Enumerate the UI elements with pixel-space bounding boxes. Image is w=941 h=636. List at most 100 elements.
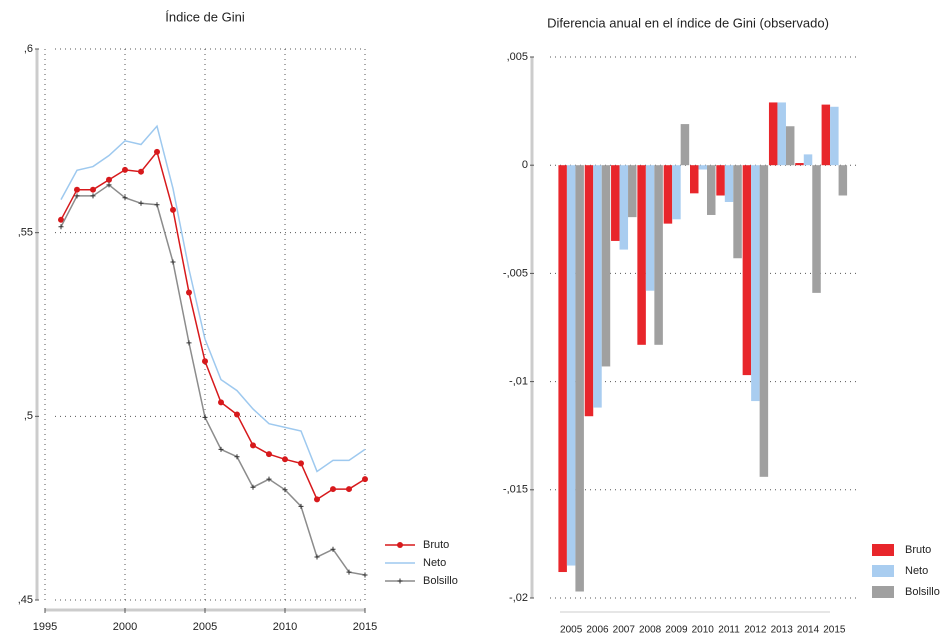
line: [60, 183, 366, 576]
x-tick-label: 2010: [273, 621, 297, 633]
legend-swatch: [872, 586, 894, 598]
y-tick-label: ,005: [507, 51, 528, 63]
y-tick-label: -,02: [509, 592, 528, 604]
marker: [202, 414, 208, 420]
marker: [298, 460, 304, 467]
y-tick-label: ,45: [18, 594, 33, 606]
x-tick-label: 2011: [718, 625, 740, 636]
marker: [58, 216, 64, 223]
legend-label: Bolsillo: [423, 575, 458, 587]
marker: [362, 572, 368, 578]
bar: [654, 165, 663, 345]
marker: [138, 168, 144, 175]
bar: [795, 163, 804, 166]
bar: [830, 106, 839, 166]
bar: [742, 165, 752, 376]
marker: [234, 411, 240, 418]
marker: [154, 202, 160, 208]
bar: [619, 165, 629, 250]
x-tick-label: 2012: [744, 625, 767, 636]
bar: [768, 102, 778, 166]
marker: [218, 399, 224, 406]
legend-swatch: [872, 544, 894, 556]
y-tick-label: ,55: [18, 227, 33, 239]
marker: [170, 206, 176, 213]
x-tick-label: 2000: [113, 621, 137, 633]
marker: [154, 148, 160, 155]
x-tick-label: 2009: [665, 625, 688, 636]
bar: [672, 165, 681, 220]
marker: [266, 476, 272, 482]
y-tick-label: 0: [522, 159, 528, 171]
legend-label: Neto: [423, 557, 446, 569]
bar: [601, 165, 611, 367]
chart-title: Diferencia anual en el índice de Gini (o…: [547, 15, 829, 30]
marker: [250, 442, 256, 449]
marker: [170, 259, 176, 265]
marker: [106, 176, 112, 183]
bar: [785, 126, 795, 166]
marker: [250, 484, 256, 490]
bar: [777, 102, 786, 166]
bar: [593, 165, 602, 408]
marker: [346, 486, 352, 493]
bar: [663, 165, 673, 224]
legend-marker: [397, 578, 403, 584]
x-tick-label: 2015: [353, 621, 377, 633]
bar: [803, 154, 813, 166]
line: [60, 124, 366, 473]
x-tick-label: 2005: [560, 625, 583, 636]
bar: [821, 104, 831, 166]
x-tick-label: 2006: [586, 625, 609, 636]
bar: [584, 165, 594, 417]
marker: [122, 195, 128, 201]
bar: [575, 165, 584, 592]
x-tick-label: 2013: [771, 625, 794, 636]
bar: [566, 165, 576, 566]
bar: [558, 165, 567, 573]
legend-label: Bruto: [905, 544, 931, 556]
marker: [74, 193, 80, 199]
x-tick-label: 2008: [639, 625, 662, 636]
bar: [751, 165, 760, 402]
bar: [637, 165, 646, 345]
marker: [74, 186, 80, 193]
y-tick-label: -,005: [503, 267, 528, 279]
marker: [90, 186, 96, 193]
y-tick-label: ,5: [24, 410, 33, 422]
marker: [218, 446, 224, 452]
marker: [330, 486, 336, 493]
marker: [186, 340, 192, 346]
y-tick-label: -,015: [503, 484, 528, 496]
bar: [628, 165, 637, 218]
x-tick-label: 2010: [692, 625, 715, 636]
chart-title: Índice de Gini: [165, 9, 245, 24]
bar: [759, 165, 769, 477]
marker: [282, 487, 288, 493]
x-tick-label: 1995: [33, 621, 57, 633]
marker: [138, 200, 144, 206]
marker: [202, 358, 208, 365]
x-tick-label: 2007: [613, 625, 636, 636]
marker: [346, 569, 352, 575]
legend-label: Neto: [905, 565, 928, 577]
legend-label: Bruto: [423, 539, 449, 551]
marker: [106, 182, 112, 188]
marker: [186, 289, 192, 296]
marker: [314, 496, 320, 503]
marker: [90, 193, 96, 199]
bar: [716, 165, 725, 196]
marker: [58, 224, 64, 230]
marker: [362, 476, 368, 483]
legend-label: Bolsillo: [905, 586, 940, 598]
marker: [234, 454, 240, 460]
x-tick-label: 2014: [797, 625, 820, 636]
marker: [122, 166, 128, 173]
marker: [330, 546, 336, 552]
bar: [812, 165, 821, 293]
bar: [724, 165, 734, 202]
bar: [645, 165, 655, 291]
y-tick-label: -,01: [509, 376, 528, 388]
legend-swatch: [872, 565, 894, 577]
